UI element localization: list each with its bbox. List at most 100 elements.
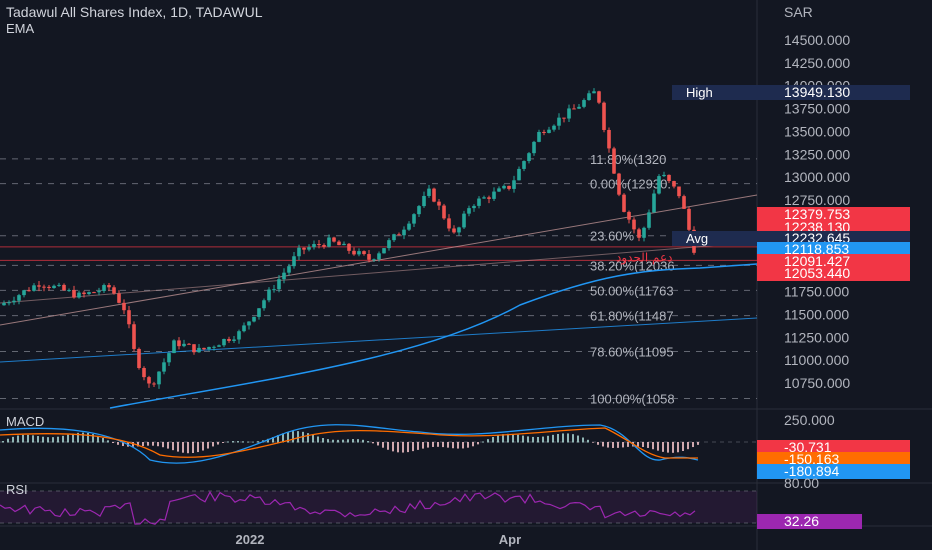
candle-body (687, 208, 691, 230)
macd-value-box (757, 452, 910, 467)
macd-histogram-bar (682, 442, 684, 451)
candle-body (382, 248, 386, 254)
candle-body (287, 266, 291, 273)
macd-histogram-bar (202, 442, 204, 451)
macd-histogram-bar (132, 442, 134, 447)
macd-histogram-bar (137, 442, 139, 447)
macd-histogram-bar (152, 442, 154, 446)
fib-level-label: 38.20%(12036 (590, 258, 675, 273)
macd-histogram-bar (667, 442, 669, 453)
candle-body (542, 131, 546, 133)
candle-body (92, 292, 96, 294)
candle-body (302, 247, 306, 250)
candle-body (562, 117, 566, 119)
rsi-value-box (757, 514, 862, 529)
macd-histogram-bar (437, 442, 439, 447)
y-tick-label: 11750.000 (784, 284, 849, 300)
macd-value: -180.894 (784, 463, 839, 479)
candle-body (327, 237, 331, 247)
candle-body (132, 324, 136, 349)
fib-level-label: 11.80%(1320 (590, 152, 666, 167)
candle-body (37, 285, 41, 287)
candle-body (572, 108, 576, 110)
macd-histogram-bar (357, 439, 359, 443)
candle-body (372, 259, 376, 261)
candle-body (67, 290, 71, 292)
macd-histogram-bar (182, 442, 184, 453)
price-tag-box (757, 85, 910, 100)
candle-body (592, 91, 596, 94)
macd-histogram-bar (117, 442, 119, 445)
macd-histogram-bar (257, 441, 259, 443)
candle-body (497, 188, 501, 192)
macd-histogram-bar (297, 431, 299, 443)
candle-body (307, 247, 311, 250)
ema-line (109, 263, 758, 409)
macd-histogram-bar (82, 432, 84, 443)
macd-histogram-bar (242, 441, 244, 443)
macd-histogram-bar (192, 442, 194, 453)
macd-histogram-bar (12, 436, 14, 443)
macd-histogram-bar (397, 442, 399, 453)
candle-body (417, 206, 421, 215)
macd-histogram-bar (472, 442, 474, 447)
price-tag-value: 12091.427 (784, 253, 850, 269)
macd-histogram-bar (382, 442, 384, 448)
macd-histogram-bar (347, 439, 349, 443)
macd-histogram-bar (462, 442, 464, 449)
candle-body (507, 185, 511, 189)
candle-body (462, 213, 466, 228)
macd-histogram-bar (2, 441, 4, 443)
candle-body (237, 331, 241, 340)
trendline-lower (0, 241, 758, 304)
macd-histogram-bar (537, 436, 539, 443)
price-tag-value: 12053.440 (784, 265, 850, 281)
macd-histogram-bar (22, 434, 24, 443)
macd-histogram-bar (657, 442, 659, 451)
macd-histogram-bar (227, 441, 229, 443)
y-tick-label: 11250.000 (784, 329, 849, 345)
candle-body (377, 253, 381, 260)
candle-body (482, 197, 486, 199)
y-tick-label: 11000.000 (784, 352, 849, 368)
macd-histogram-bar (142, 442, 144, 446)
macd-y-tick: 250.000 (784, 412, 835, 428)
candle-body (197, 347, 201, 353)
candle-body (172, 340, 176, 354)
macd-histogram-bar (187, 442, 189, 454)
candle-body (332, 237, 336, 242)
candle-body (677, 186, 681, 197)
candle-body (107, 285, 111, 288)
macd-histogram-bar (672, 442, 674, 453)
candle-body (252, 316, 256, 322)
macd-histogram-bar (552, 434, 554, 443)
macd-histogram-bar (572, 434, 574, 443)
candle-body (27, 290, 31, 292)
candle-body (442, 205, 446, 219)
macd-histogram-bar (222, 442, 224, 444)
candle-body (427, 188, 431, 196)
candle-body (637, 229, 641, 238)
macd-histogram-bar (177, 442, 179, 452)
candle-body (337, 241, 341, 246)
candle-body (232, 339, 236, 341)
macd-histogram-bar (282, 433, 284, 443)
candle-body (397, 234, 401, 236)
candle-body (152, 383, 156, 385)
candle-body (412, 214, 416, 224)
macd-histogram-bar (352, 439, 354, 443)
candle-body (357, 251, 361, 255)
candle-body (157, 371, 161, 385)
y-tick-label: 13000.000 (784, 169, 850, 185)
macd-histogram-bar (7, 438, 9, 443)
candle-body (632, 219, 636, 230)
candle-body (192, 344, 196, 353)
rsi-line (0, 490, 696, 525)
candle-body (42, 286, 46, 288)
candle-body (552, 125, 556, 130)
candle-body (282, 272, 286, 280)
macd-histogram-bar (467, 442, 469, 448)
macd-histogram-bar (107, 440, 109, 443)
candle-body (682, 196, 686, 209)
